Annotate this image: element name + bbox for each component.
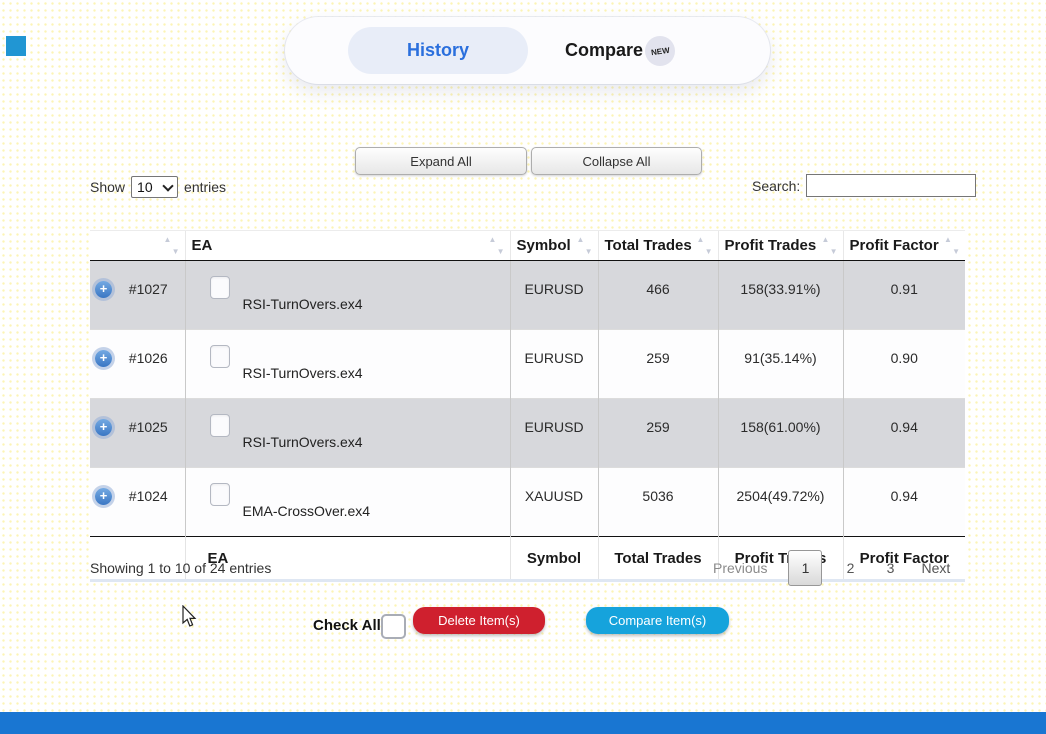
- delete-items-label: Delete Item(s): [438, 613, 520, 628]
- total-trades-cell: 5036: [597, 467, 718, 537]
- page-length-value: 10: [137, 179, 153, 195]
- sort-icon: ▲ ▼: [944, 235, 960, 256]
- delete-items-button[interactable]: Delete Item(s): [413, 607, 545, 634]
- header-total-trades[interactable]: Total Trades ▲ ▼: [597, 230, 718, 261]
- check-all-label: Check All: [313, 617, 381, 634]
- profit-factor-cell: 0.94: [842, 398, 965, 468]
- new-badge-label: NEW: [650, 45, 670, 57]
- results-table: ▲ ▼ EA ▲ ▼ Symbol ▲ ▼ Total Trades ▲ ▼ Profi…: [90, 230, 965, 582]
- pagination-previous[interactable]: Previous: [713, 560, 768, 576]
- collapse-all-button[interactable]: Collapse All: [531, 147, 702, 175]
- sort-icon: ▲ ▼: [488, 235, 505, 256]
- symbol-cell: EURUSD: [509, 260, 598, 330]
- profit-factor-cell: 0.91: [842, 260, 965, 330]
- header-ea[interactable]: EA ▲ ▼: [184, 230, 510, 261]
- show-label: Show: [90, 179, 126, 195]
- search-input[interactable]: [806, 174, 977, 197]
- entries-label: entries: [184, 179, 227, 195]
- header-total-trades-label: Total Trades: [604, 237, 692, 254]
- pagination: Previous 1 2 3 Next: [713, 549, 965, 587]
- total-trades-cell: 259: [597, 398, 718, 468]
- header-symbol[interactable]: Symbol ▲ ▼: [509, 230, 598, 261]
- row-checkbox[interactable]: [209, 414, 230, 437]
- expand-row-icon[interactable]: +: [95, 418, 112, 436]
- collapse-all-label: Collapse All: [582, 153, 651, 169]
- row-checkbox[interactable]: [209, 483, 230, 506]
- bottom-bar: [0, 712, 1046, 734]
- header-profit-trades[interactable]: Profit Trades ▲ ▼: [717, 230, 843, 261]
- chevron-down-icon: [162, 179, 174, 192]
- row-checkbox[interactable]: [209, 345, 230, 368]
- profit-trades-cell: 158(33.91%): [717, 260, 843, 330]
- pagination-next[interactable]: Next: [921, 560, 951, 576]
- header-ea-label: EA: [191, 237, 213, 254]
- tab-compare-label: Compare: [565, 40, 644, 60]
- profit-trades-cell: 2504(49.72%): [717, 467, 843, 537]
- expand-row-icon[interactable]: +: [95, 349, 112, 367]
- expand-row-icon[interactable]: +: [95, 280, 112, 298]
- expand-row-icon[interactable]: +: [95, 487, 112, 505]
- header-expand-column[interactable]: ▲ ▼: [90, 230, 185, 261]
- expand-all-button[interactable]: Expand All: [355, 147, 527, 175]
- header-profit-factor-label: Profit Factor: [849, 237, 939, 254]
- search-label: Search:: [752, 177, 801, 194]
- footer-profit-factor: Profit Factor: [842, 536, 965, 581]
- footer-ea: EA: [184, 536, 510, 581]
- table-body: + #1027 RSI-TurnOvers.ex4 EURUSD 466 158…: [90, 260, 965, 537]
- row-id: #1026: [128, 350, 168, 366]
- profit-factor-cell: 0.90: [842, 329, 965, 399]
- table-header-row: ▲ ▼ EA ▲ ▼ Symbol ▲ ▼ Total Trades ▲ ▼ Profi…: [90, 230, 965, 261]
- new-badge: NEW: [645, 36, 675, 66]
- table-info: Showing 1 to 10 of 24 entries: [90, 560, 272, 576]
- compare-items-button[interactable]: Compare Item(s): [586, 607, 729, 634]
- mouse-cursor: [182, 605, 197, 627]
- header-symbol-label: Symbol: [516, 237, 571, 254]
- row-id: #1025: [128, 419, 168, 435]
- symbol-cell: EURUSD: [509, 329, 598, 399]
- sort-icon: ▲ ▼: [163, 235, 180, 256]
- page-length-select[interactable]: 10: [131, 176, 179, 198]
- total-trades-cell: 466: [597, 260, 718, 330]
- pagination-page-3[interactable]: 3: [886, 560, 895, 576]
- row-id: #1027: [128, 281, 168, 297]
- symbol-cell: XAUUSD: [509, 467, 598, 537]
- footer-expand-column: [90, 536, 185, 581]
- total-trades-cell: 259: [597, 329, 718, 399]
- table-row[interactable]: + #1025 RSI-TurnOvers.ex4 EURUSD 259 158…: [90, 398, 965, 468]
- tab-bar: History Compare NEW: [285, 17, 770, 84]
- header-profit-trades-label: Profit Trades: [724, 237, 817, 254]
- row-id: #1024: [128, 488, 168, 504]
- table-row[interactable]: + #1027 RSI-TurnOvers.ex4 EURUSD 466 158…: [90, 260, 965, 330]
- ea-filename: RSI-TurnOvers.ex4: [242, 296, 363, 312]
- tab-compare[interactable]: Compare: [565, 17, 643, 84]
- ea-filename: RSI-TurnOvers.ex4: [242, 434, 363, 450]
- compare-items-label: Compare Item(s): [608, 613, 707, 628]
- row-checkbox[interactable]: [209, 276, 230, 299]
- sort-icon: ▲ ▼: [821, 235, 838, 256]
- sort-icon: ▲ ▼: [696, 235, 713, 256]
- profit-trades-cell: 91(35.14%): [717, 329, 843, 399]
- pagination-page-1[interactable]: 1: [788, 550, 823, 586]
- length-control: Show 10 entries: [90, 175, 226, 199]
- expand-all-label: Expand All: [410, 153, 472, 169]
- ea-filename: RSI-TurnOvers.ex4: [242, 365, 363, 381]
- symbol-cell: EURUSD: [509, 398, 598, 468]
- footer-total-trades: Total Trades: [597, 536, 718, 581]
- check-all-checkbox[interactable]: [381, 614, 406, 639]
- profit-factor-cell: 0.94: [842, 467, 965, 537]
- footer-symbol: Symbol: [509, 536, 598, 581]
- table-row[interactable]: + #1024 EMA-CrossOver.ex4 XAUUSD 5036 25…: [90, 467, 965, 537]
- profit-trades-cell: 158(61.00%): [717, 398, 843, 468]
- tab-history-label: History: [406, 40, 469, 60]
- pagination-page-2[interactable]: 2: [846, 560, 855, 576]
- corner-marker: [6, 36, 26, 56]
- ea-filename: EMA-CrossOver.ex4: [242, 503, 371, 519]
- sort-icon: ▲ ▼: [576, 235, 593, 256]
- tab-history[interactable]: History: [348, 27, 528, 74]
- search-control: Search:: [752, 173, 977, 198]
- table-row[interactable]: + #1026 RSI-TurnOvers.ex4 EURUSD 259 91(…: [90, 329, 965, 399]
- header-profit-factor[interactable]: Profit Factor ▲ ▼: [842, 230, 965, 261]
